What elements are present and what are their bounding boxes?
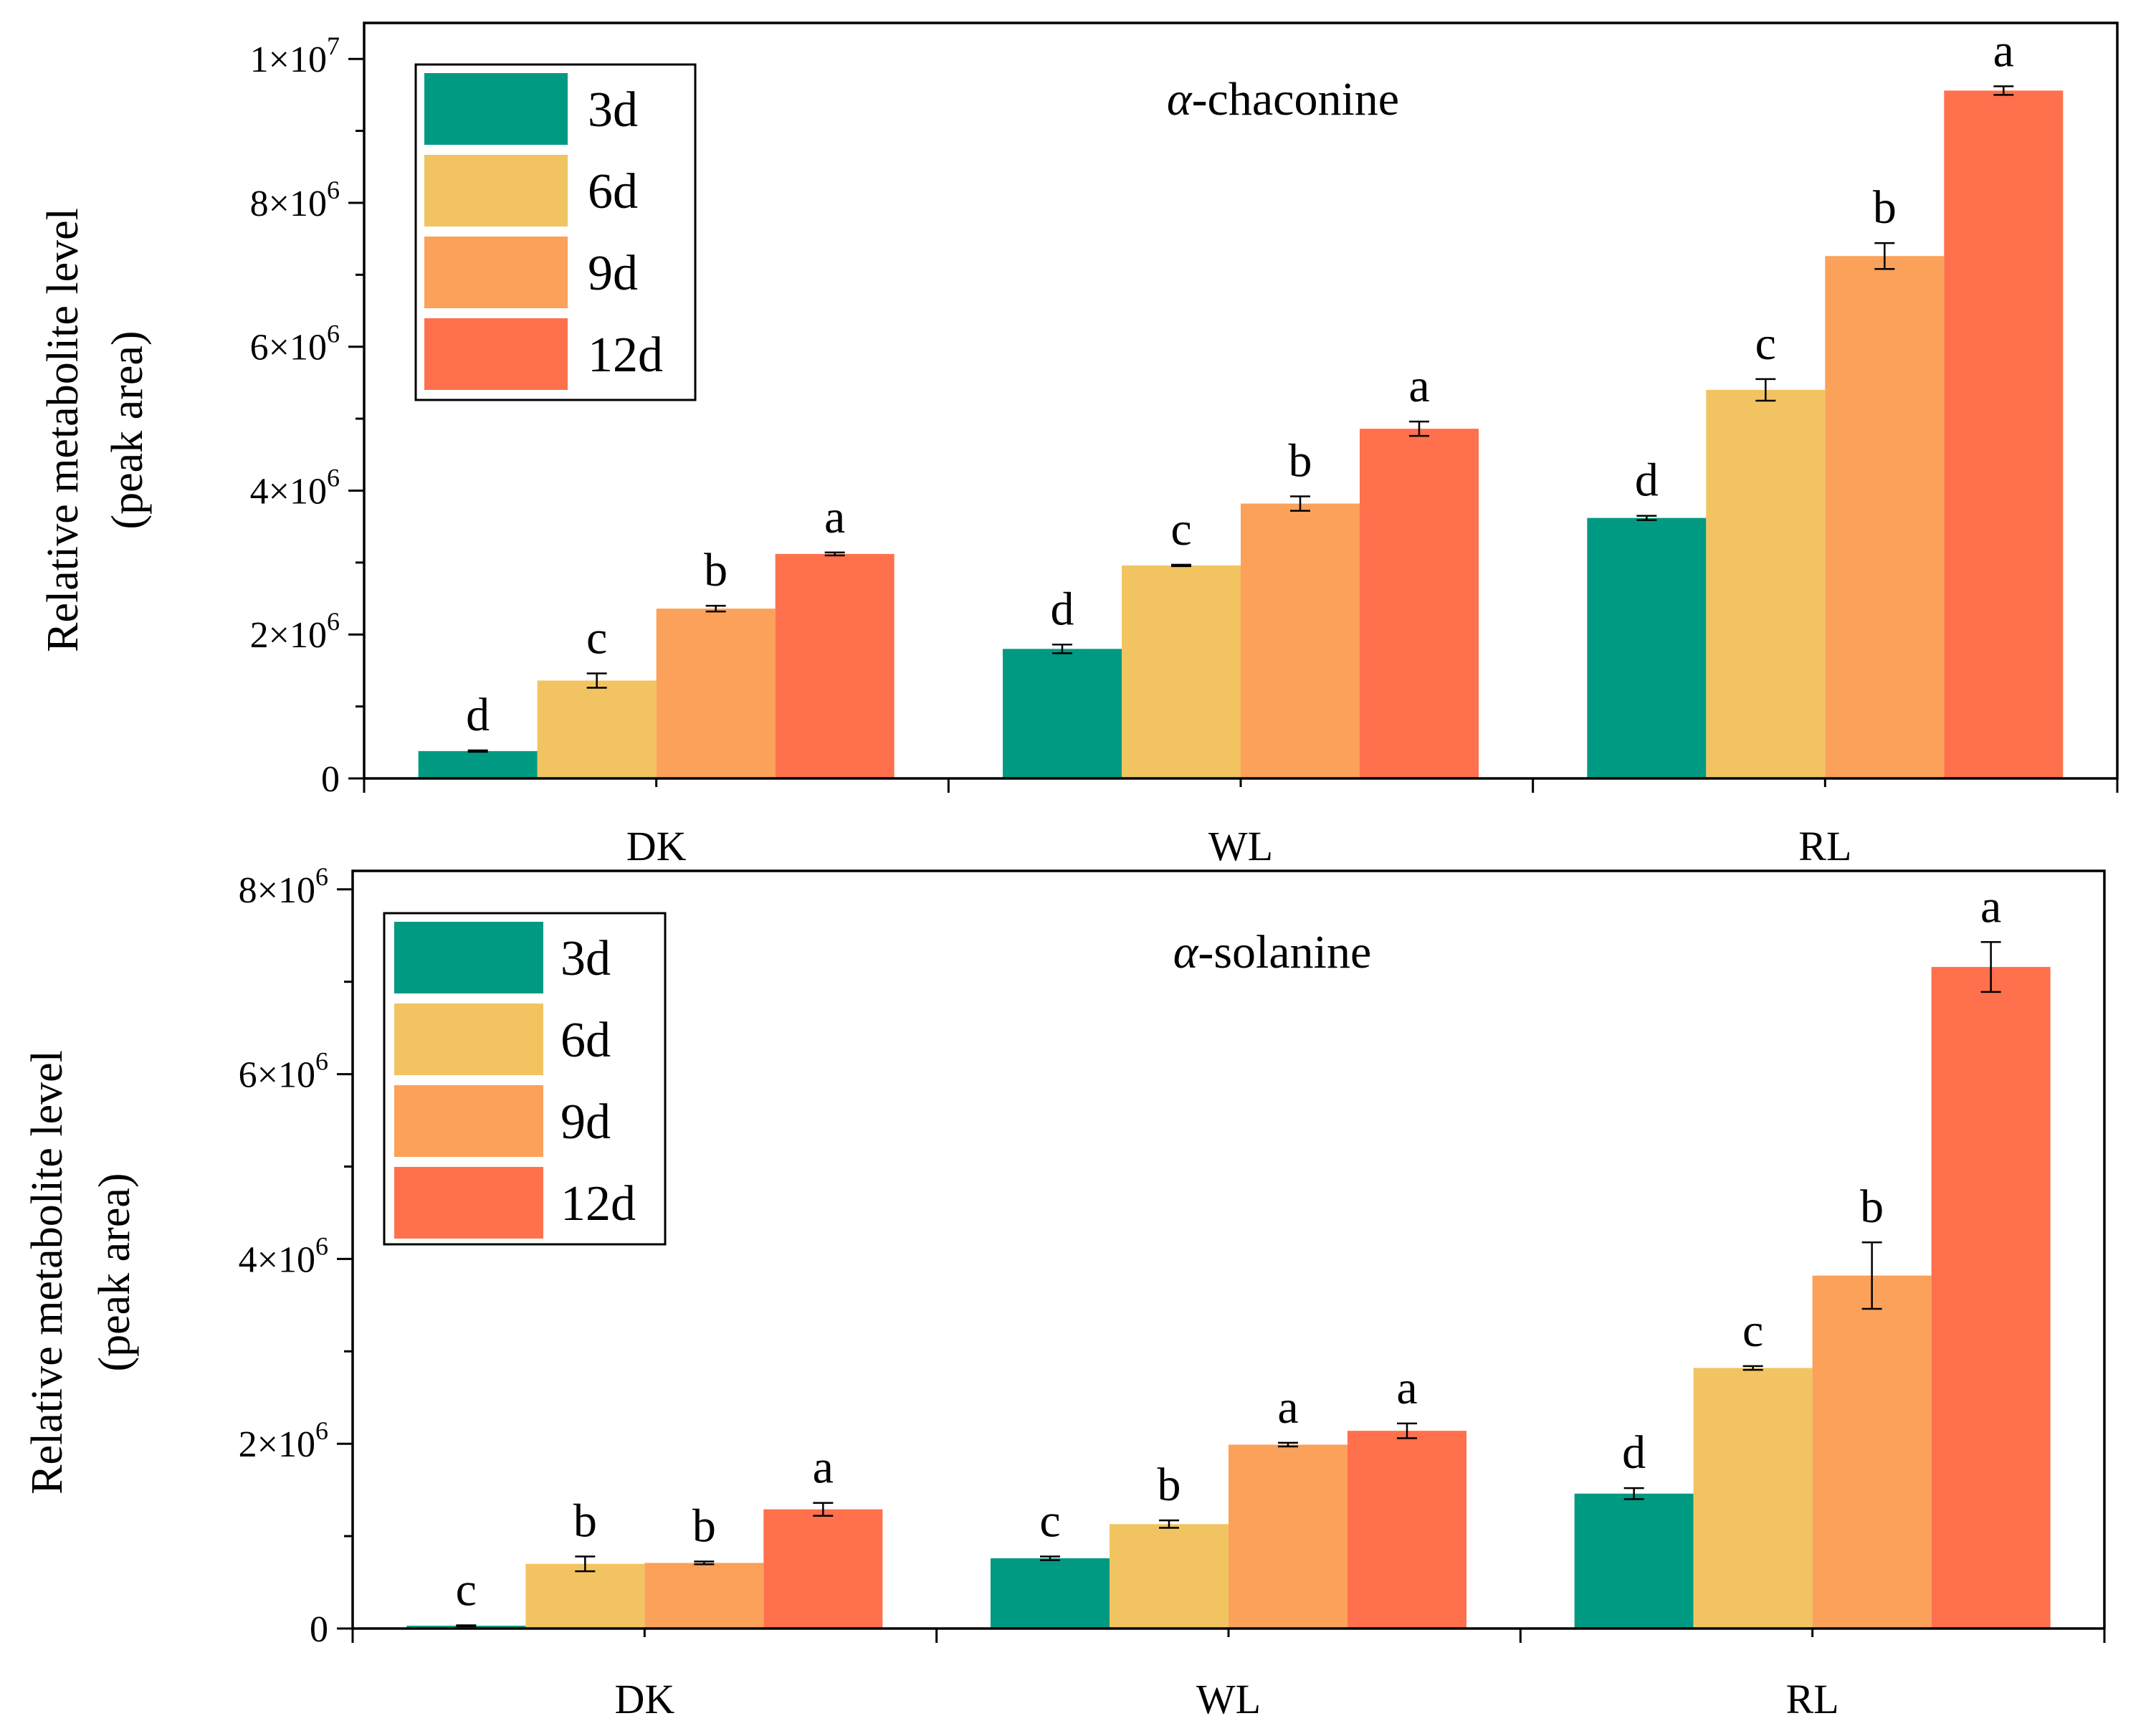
x-category-label: WL: [1208, 823, 1273, 869]
bar-12d-RL: [1931, 967, 2051, 1629]
significance-letter: b: [704, 544, 728, 596]
y-tick-label: 6×106: [239, 1047, 328, 1096]
bar-6d-WL: [1110, 1524, 1229, 1629]
legend: 3d 6d 9d 12d: [414, 63, 697, 401]
legend-swatch-12d: [424, 318, 568, 390]
y-tick-label: 4×106: [239, 1231, 328, 1280]
bar-6d-WL: [1122, 565, 1241, 778]
y-axis-label-unit: (peak area): [90, 1173, 139, 1371]
bar-6d-DK: [525, 1563, 645, 1629]
y-tick-label: 4×106: [250, 463, 340, 512]
bar-3d-RL: [1587, 518, 1707, 778]
significance-letter: d: [1051, 583, 1074, 635]
legend: 3d 6d 9d 12d: [383, 912, 667, 1246]
y-tick-label: 1×107: [250, 32, 340, 80]
significance-letter: c: [456, 1563, 477, 1616]
legend-swatch-12d: [394, 1167, 543, 1239]
legend-label-12d: 12d: [561, 1176, 636, 1231]
legend-swatch-3d: [424, 73, 568, 145]
significance-letter: a: [1980, 880, 2001, 933]
significance-letter: b: [1289, 435, 1312, 487]
legend-label-6d: 6d: [588, 164, 638, 219]
legend-label-9d: 9d: [561, 1095, 611, 1150]
significance-letter: b: [1860, 1181, 1884, 1233]
y-tick-label: 0: [321, 759, 340, 800]
bar-9d-RL: [1825, 256, 1945, 779]
chart-panel-1: d d d c c c b b b a a a 0 2×106 4×106 6×106 8×106 1×107 DK…: [39, 22, 2119, 869]
significance-letter: b: [573, 1494, 597, 1547]
bar-6d-DK: [537, 680, 657, 778]
significance-letter: b: [1873, 181, 1897, 234]
y-axis-label-unit: (peak area): [103, 330, 152, 529]
significance-letter: b: [692, 1500, 716, 1553]
significance-letter: c: [1039, 1494, 1060, 1547]
significance-letter: c: [1742, 1305, 1763, 1357]
bar-3d-DK: [406, 1626, 526, 1629]
significance-letter: c: [586, 611, 607, 664]
legend-swatch-3d: [394, 922, 543, 993]
y-axis-label: Relative metabolite level: [39, 208, 87, 652]
legend-swatch-6d: [424, 155, 568, 227]
bar-3d-RL: [1574, 1493, 1694, 1629]
y-tick-label: 2×106: [250, 607, 340, 656]
legend-swatch-9d: [394, 1085, 543, 1157]
y-tick-label: 8×106: [250, 176, 340, 224]
x-category-label: DK: [614, 1676, 674, 1722]
y-tick-label: 8×106: [239, 862, 328, 911]
x-category-label: RL: [1786, 1676, 1839, 1722]
x-category-label: DK: [626, 823, 687, 869]
bar-9d-WL: [1229, 1444, 1348, 1629]
significance-letter: a: [824, 491, 845, 543]
significance-letter: a: [813, 1441, 834, 1494]
chart-title: α-solanine: [1173, 926, 1372, 978]
bar-6d-RL: [1706, 389, 1826, 778]
bar-12d-RL: [1944, 90, 2064, 778]
bar-3d-WL: [1003, 649, 1122, 778]
significance-letter: d: [466, 689, 490, 741]
significance-letter: a: [1277, 1381, 1298, 1434]
bar-3d-WL: [991, 1558, 1110, 1629]
legend-swatch-9d: [424, 237, 568, 308]
significance-letter: d: [1635, 454, 1659, 507]
significance-letter: d: [1622, 1426, 1646, 1479]
chart-title: α-chaconine: [1167, 73, 1399, 125]
bar-9d-DK: [644, 1563, 764, 1629]
legend-label-3d: 3d: [588, 82, 638, 138]
legend-label-3d: 3d: [561, 931, 611, 986]
legend-swatch-6d: [394, 1003, 543, 1075]
bar-12d-WL: [1360, 429, 1479, 778]
significance-letter: b: [1158, 1459, 1181, 1511]
y-tick-label: 2×106: [239, 1416, 328, 1465]
bar-3d-DK: [418, 750, 538, 778]
bar-12d-DK: [763, 1509, 883, 1629]
bar-6d-RL: [1693, 1368, 1813, 1629]
significance-letter: c: [1170, 503, 1191, 556]
y-tick-label: 0: [310, 1609, 328, 1650]
chart-panel-2: c c d b b c b a b a a a 0 2×106 4×106 6×106 8×106 DK WL RL α…: [23, 862, 2106, 1722]
bar-12d-DK: [775, 553, 895, 778]
bar-12d-WL: [1348, 1431, 1466, 1629]
y-axis-label: Relative metabolite level: [23, 1050, 72, 1494]
significance-letter: c: [1755, 318, 1776, 370]
y-tick-label: 6×106: [250, 320, 340, 368]
significance-letter: a: [1408, 360, 1429, 412]
legend-label-12d: 12d: [588, 328, 663, 383]
significance-letter: a: [1396, 1362, 1417, 1414]
bar-9d-RL: [1812, 1275, 1932, 1629]
bar-9d-DK: [656, 609, 776, 778]
bar-9d-WL: [1241, 503, 1360, 778]
significance-letter: a: [1993, 24, 2014, 77]
x-category-label: RL: [1798, 823, 1851, 869]
x-category-label: WL: [1196, 1676, 1261, 1722]
legend-label-6d: 6d: [561, 1013, 611, 1068]
legend-label-9d: 9d: [588, 246, 638, 301]
